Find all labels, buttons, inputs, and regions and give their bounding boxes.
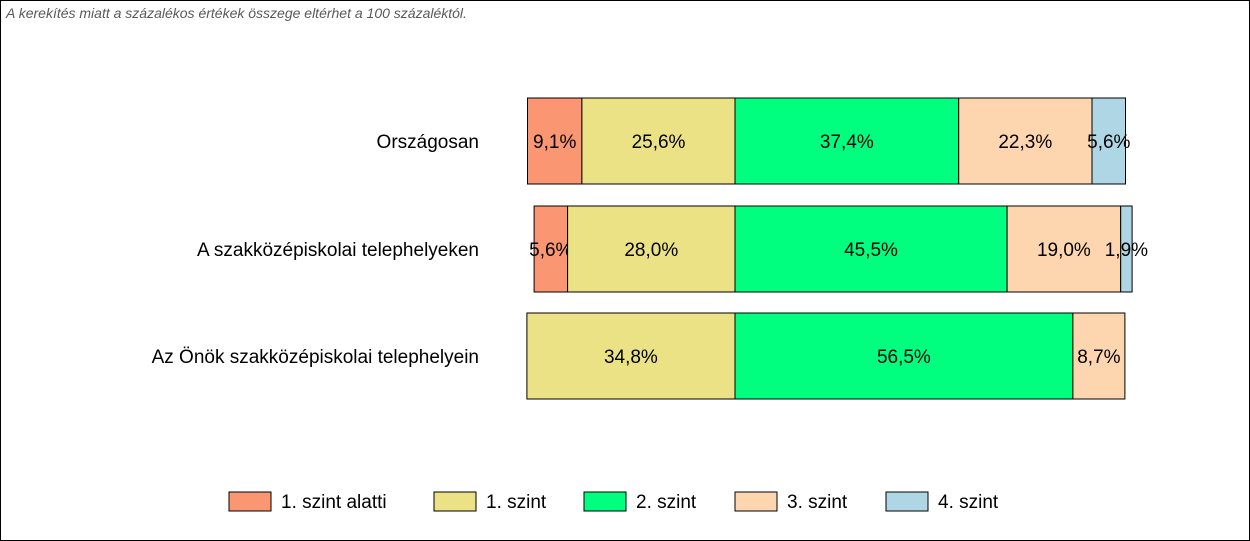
data-label: 5,6% [1087,132,1130,153]
bar-segment [526,312,736,400]
legend-swatch [734,491,778,512]
data-label: 45,5% [844,240,898,261]
data-label: 34,8% [604,347,658,368]
legend-swatch [433,491,477,512]
data-label: 28,0% [624,240,678,261]
bar-segment [958,97,1093,185]
data-label: 37,4% [820,132,874,153]
data-label: 56,5% [877,347,931,368]
data-label: 1,9% [1105,240,1148,261]
legend-label: 2. szint [636,492,697,513]
legend-swatch [228,491,272,512]
legend-swatch [885,491,929,512]
rounding-note: A kerekítés miatt a százalékos értékek ö… [6,5,467,21]
data-label: 25,6% [632,132,686,153]
category-label: Az Önök szakközépiskolai telephelyein [152,347,479,368]
data-label: 8,7% [1077,347,1120,368]
legend-label: 4. szint [938,492,999,513]
bar-segment [734,205,1008,293]
data-label: 9,1% [533,132,576,153]
bar-segment [1120,205,1133,293]
bar-segment [533,205,569,293]
category-label: Országosan [377,132,479,153]
bar-segment [1006,205,1122,293]
legend-label: 1. szint alatti [281,492,387,513]
bar-segment [567,205,736,293]
category-label: A szakközépiskolai telephelyeken [197,240,479,261]
legend-label: 3. szint [787,492,848,513]
data-label: 19,0% [1037,240,1091,261]
legend-label: 1. szint [486,492,547,513]
bar-segment [734,312,1074,400]
data-label: 22,3% [998,132,1052,153]
bar-segment [734,97,960,185]
legend-swatch [583,491,627,512]
bar-segment [1072,312,1126,400]
bar-segment [527,97,583,185]
data-label: 5,6% [529,240,572,261]
bar-segment [1091,97,1126,185]
